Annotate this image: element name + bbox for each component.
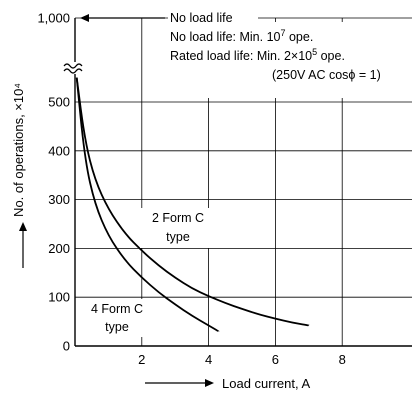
- x-tick-label-8: 8: [339, 352, 346, 367]
- y-tick-label-300: 300: [48, 192, 70, 207]
- x-tick-label-6: 6: [272, 352, 279, 367]
- x-tick-label-4: 4: [205, 352, 212, 367]
- y-axis-label: No. of operations, ×10⁴: [11, 83, 26, 217]
- chart-text: 0 100 200 300 400 500 1,000 2 4 6 8 2 Form C type 4 F…: [11, 8, 411, 391]
- x-tick-label-2: 2: [138, 352, 145, 367]
- curves: [75, 77, 310, 333]
- no-load-label-bg: [168, 8, 258, 24]
- no-load-arrow-head: [80, 14, 89, 22]
- series-label-4-form-c-line1: 4 Form C: [91, 302, 143, 316]
- y-axis-arrow-head: [19, 222, 27, 231]
- y-tick-label-1000: 1,000: [37, 11, 70, 26]
- series-line-2-form-c-type: [75, 77, 310, 327]
- y-tick-label-500: 500: [48, 95, 70, 110]
- y-tick-label-200: 200: [48, 241, 70, 256]
- series-line-4-form-c-type: [75, 77, 220, 333]
- annotation-bg: [165, 22, 411, 98]
- x-axis-label: Load current, A: [222, 376, 310, 391]
- y-tick-label-100: 100: [48, 290, 70, 305]
- axis-break-mark-upper: [63, 63, 83, 69]
- y-tick-label-0: 0: [63, 339, 70, 354]
- series-label-4-form-c-bg: [86, 299, 148, 337]
- no-load-life-label: No load life: [170, 11, 233, 25]
- no-load-life-spec: No load life: Min. 107 ope.: [170, 28, 313, 44]
- axes: [62, 18, 412, 347]
- series-label-2-form-c-line1: 2 Form C: [152, 211, 204, 225]
- axis-break-mark-lower: [63, 68, 83, 74]
- x-axis-arrow-head: [205, 379, 214, 387]
- series-label-2-form-c-type: type: [166, 230, 190, 244]
- test-condition-note: (250V AC cosϕ = 1): [272, 68, 381, 82]
- series-label-4-form-c-type: type: [105, 320, 129, 334]
- series-label-2-form-c-bg: [140, 208, 216, 248]
- y-tick-label-400: 400: [48, 143, 70, 158]
- rated-load-life-spec: Rated load life: Min. 2×105 ope.: [170, 47, 345, 63]
